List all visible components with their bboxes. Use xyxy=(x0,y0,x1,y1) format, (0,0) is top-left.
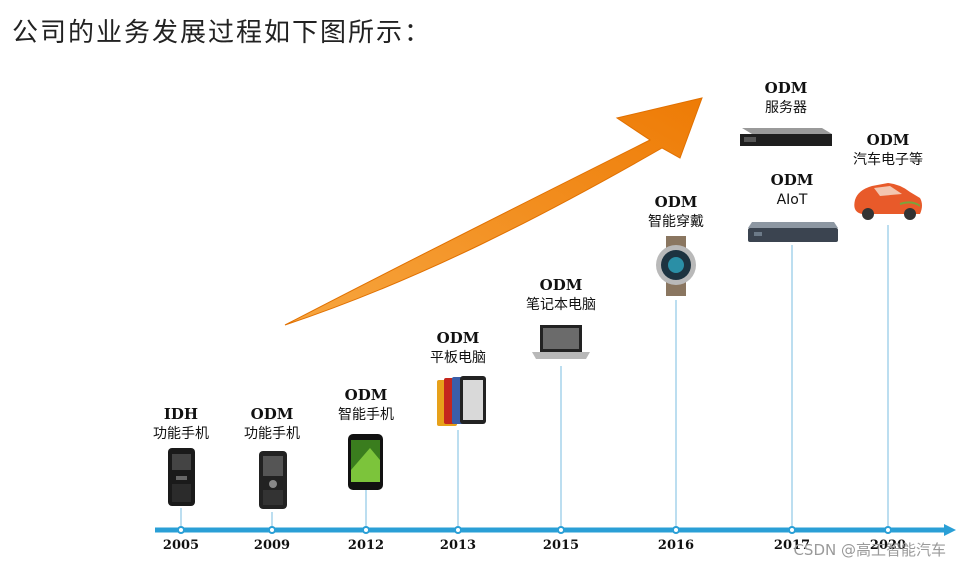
milestone-type: ODM xyxy=(770,171,814,189)
tablet-icon xyxy=(437,376,486,426)
milestone-product: 汽车电子等 xyxy=(853,152,923,168)
milestone-label-2017-server: ODM 服务器 xyxy=(765,78,808,118)
milestone-type: ODM xyxy=(539,276,583,294)
laptop-icon xyxy=(532,325,590,359)
milestone-type: ODM xyxy=(250,405,294,423)
watermark: CSDN @高工智能汽车 xyxy=(793,541,946,559)
milestone-type: ODM xyxy=(866,131,910,149)
milestone-product: AIoT xyxy=(776,192,808,208)
milestone-product: 笔记本电脑 xyxy=(526,297,596,313)
milestone-product: 功能手机 xyxy=(153,426,209,442)
milestone-product: 平板电脑 xyxy=(430,350,486,366)
milestone-product: 智能手机 xyxy=(338,407,394,423)
year-label: 2016 xyxy=(657,538,695,553)
milestone-label-2013: ODM 平板电脑 xyxy=(430,328,486,368)
timeline-dot xyxy=(268,526,276,534)
timeline-dot xyxy=(672,526,680,534)
year-label: 2012 xyxy=(347,538,385,553)
timeline-dot xyxy=(362,526,370,534)
milestone-label-2016: ODM 智能穿戴 xyxy=(648,192,704,232)
year-label: 2009 xyxy=(253,538,291,553)
timeline-dot xyxy=(177,526,185,534)
year-label: 2015 xyxy=(542,538,580,553)
milestone-label-2020: ODM 汽车电子等 xyxy=(853,130,923,170)
timeline-dot xyxy=(788,526,796,534)
milestone-type: ODM xyxy=(344,386,388,404)
smartwatch-icon xyxy=(656,236,696,296)
milestone-label-2017-aiot: ODM AIoT xyxy=(771,170,814,210)
milestone-label-2009: ODM 功能手机 xyxy=(244,404,300,444)
timeline-dot xyxy=(454,526,462,534)
milestone-type: ODM xyxy=(654,193,698,211)
milestone-type: ODM xyxy=(436,329,480,347)
milestone-product: 功能手机 xyxy=(244,426,300,442)
milestone-product: 服务器 xyxy=(765,100,807,116)
page-title: 公司的业务发展过程如下图所示： xyxy=(12,18,433,48)
milestone-type: IDH xyxy=(163,405,199,423)
year-label: 2013 xyxy=(439,538,477,553)
aiot-device-icon xyxy=(748,222,838,242)
year-label: 2020 xyxy=(869,538,907,553)
year-label: 2005 xyxy=(162,538,200,553)
year-label: 2017 xyxy=(773,538,811,553)
car-icon xyxy=(854,183,922,220)
milestone-label-2005: IDH 功能手机 xyxy=(153,404,209,444)
feature-phone-icon xyxy=(259,451,287,509)
milestone-label-2012: ODM 智能手机 xyxy=(338,385,394,425)
timeline-dot xyxy=(884,526,892,534)
milestone-type: ODM xyxy=(764,79,808,97)
server-icon xyxy=(740,128,832,146)
feature-phone-icon xyxy=(168,448,195,506)
growth-arrow xyxy=(284,97,703,326)
smartphone-icon xyxy=(348,434,383,490)
timeline-arrowhead xyxy=(944,524,956,536)
milestone-product: 智能穿戴 xyxy=(648,214,704,230)
milestone-label-2015: ODM 笔记本电脑 xyxy=(526,275,596,315)
timeline-dot xyxy=(557,526,565,534)
